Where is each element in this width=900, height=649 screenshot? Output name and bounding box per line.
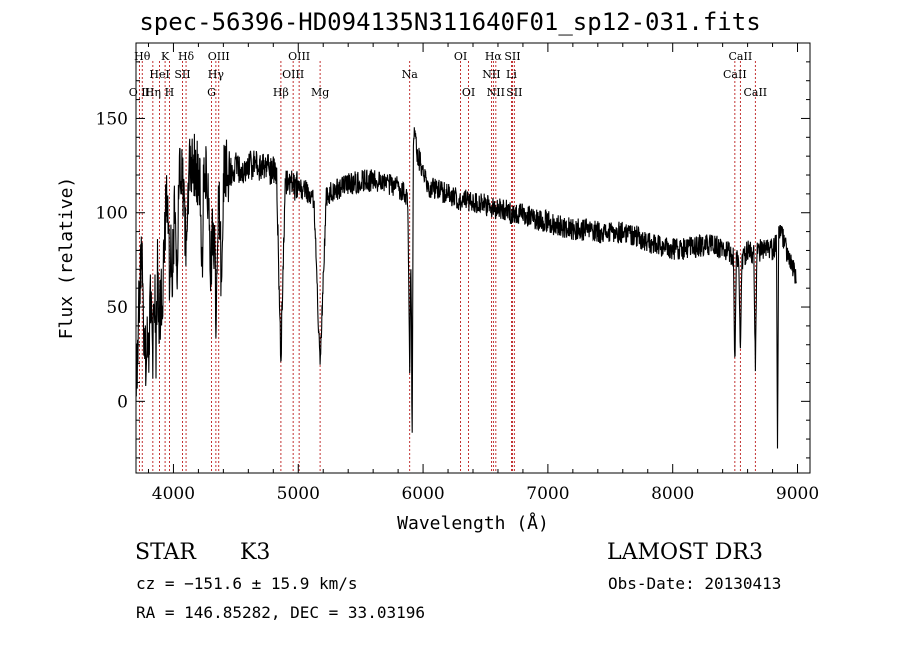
line-marker-label: CaII [743,86,767,99]
line-marker-label: SII [504,50,520,63]
line-markers [138,61,756,473]
x-tick-label: 8000 [651,484,694,504]
line-marker-label: Hβ [273,86,289,99]
line-marker-label: NII [487,86,505,99]
line-marker-label: CaII [729,50,753,63]
line-marker-label: OIII [288,50,310,63]
line-marker-label: Hη [145,86,161,99]
y-tick-label: 50 [106,298,128,318]
line-marker-label: SII [506,86,522,99]
coordinates: RA = 146.85282, DEC = 33.03196 [136,603,425,622]
x-axis-label: Wavelength (Å) [397,512,549,534]
y-tick-label: 100 [96,204,128,224]
x-tick-label: 4000 [152,484,195,504]
x-tick-label: 7000 [526,484,569,504]
x-tick-label: 9000 [776,484,819,504]
line-marker-label: O II [129,86,150,99]
axes: 4000 5000 6000 7000 8000 9000 0 50 100 150 Wavelen… [56,43,819,534]
line-marker-label: OIII [282,68,304,81]
line-marker-label: K [161,50,170,63]
line-marker-label: G [207,86,216,99]
plot-frame [135,42,811,474]
survey-name: LAMOST DR3 [607,540,763,565]
line-marker-label: Na [402,68,419,81]
y-tick-label: 0 [117,392,128,412]
x-tick-label: 5000 [277,484,320,504]
line-marker-label: Mg [311,86,329,99]
line-marker-label: Li [506,68,517,81]
line-marker-label: OIII [208,50,230,63]
line-marker-label: H [165,86,175,99]
line-marker-label: OI [462,86,475,99]
line-marker-label: Hδ [178,50,195,63]
x-tick-label: 6000 [401,484,444,504]
y-axis-label: Flux (relative) [56,177,77,340]
line-marker-label: NII [482,68,500,81]
observation-date: Obs-Date: 20130413 [608,574,782,593]
redshift-velocity: cz = −151.6 ± 15.9 km/s [136,574,358,593]
line-marker-label: OI [454,50,467,63]
plot-border [135,42,811,474]
line-marker-label: Hα [485,50,503,63]
spectrum-line [135,127,797,449]
line-marker-label: HeI [149,68,169,81]
line-marker-label: CaII [723,68,747,81]
object-subclass: K3 [240,540,271,565]
page-title: spec-56396-HD094135N311640F01_sp12-031.f… [139,8,761,36]
line-marker-labels: O II Hθ Hη HeI K H SII Hδ G Hγ OIII Hβ OIII OIII Mg Na O… [129,50,767,99]
series-layer [135,127,797,449]
line-marker-label: Hγ [208,68,225,81]
y-tick-label: 150 [96,109,128,129]
line-marker-label: Hθ [134,50,151,63]
object-class: STAR [135,540,196,565]
line-marker-label: SII [174,68,190,81]
